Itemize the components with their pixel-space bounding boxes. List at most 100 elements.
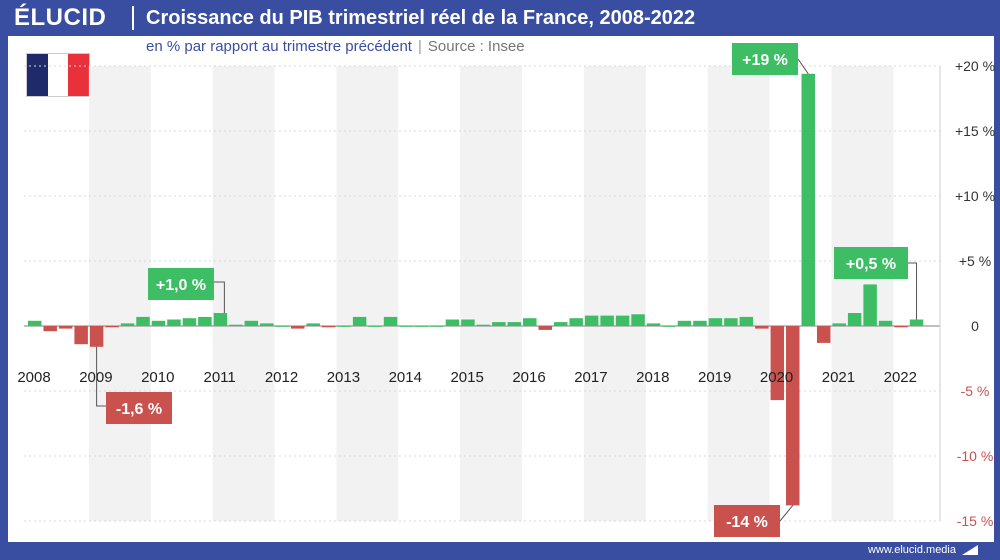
bar xyxy=(708,318,723,326)
bar xyxy=(894,326,908,328)
chart-title: Croissance du PIB trimestriel réel de la… xyxy=(146,7,696,29)
header-separator xyxy=(132,6,134,30)
x-tick-labels: 2008 2009 2010 2011 2012 2013 2014 2015 2016 2017… xyxy=(17,369,917,386)
bar xyxy=(58,326,73,329)
x-tick-label: 2013 xyxy=(327,369,360,386)
annotation-leader xyxy=(797,58,809,75)
annotation-box xyxy=(714,505,780,537)
bar xyxy=(74,326,88,345)
annotation-label: +19 % xyxy=(742,52,788,69)
x-tick-label: 2010 xyxy=(141,369,174,386)
y-tick-label: -5 % xyxy=(961,383,990,399)
bar xyxy=(569,318,583,326)
bar xyxy=(182,318,197,326)
annotation-label: -14 % xyxy=(726,514,768,531)
bar xyxy=(631,314,645,326)
bar xyxy=(260,323,274,326)
elucid-logo: ÉLUCID xyxy=(14,4,107,31)
bar xyxy=(832,323,846,326)
bar xyxy=(662,326,676,327)
annotation-leader xyxy=(96,346,106,407)
x-tick-label: 2016 xyxy=(512,369,545,386)
x-tick-label: 2017 xyxy=(574,369,607,386)
year-band xyxy=(212,66,275,521)
chart-subtitle: en % par rapport au trimestre précédent |… xyxy=(146,38,525,55)
annotation-label: +0,5 % xyxy=(846,256,896,273)
bar xyxy=(151,320,166,326)
year-band xyxy=(583,66,646,521)
bar xyxy=(368,326,382,327)
year-band xyxy=(831,66,894,521)
bar xyxy=(538,326,552,330)
x-tick-label: 2011 xyxy=(204,369,236,386)
y-tick-label: -10 % xyxy=(957,448,994,464)
y-tick-label: +15 % xyxy=(955,123,995,139)
bar xyxy=(816,326,831,343)
bar xyxy=(476,324,491,326)
bar xyxy=(120,323,135,326)
bar xyxy=(430,326,444,327)
bar xyxy=(167,319,181,326)
subtitle-divider: | xyxy=(417,38,422,55)
y-tick-label: +10 % xyxy=(955,188,995,204)
y-tick-label: 0 xyxy=(971,318,979,334)
bar xyxy=(615,315,630,326)
annotations: +1,0 % -1,6 % +19 % -14 % +0,5 % xyxy=(96,43,918,537)
bar xyxy=(600,315,614,326)
bar xyxy=(28,320,42,326)
annotation-box xyxy=(106,392,172,424)
bar xyxy=(786,326,800,506)
bar xyxy=(461,319,475,326)
flag-stripe-white xyxy=(47,54,69,96)
annotation-leader xyxy=(908,262,918,320)
bar xyxy=(847,313,862,326)
bars xyxy=(28,73,924,506)
bar xyxy=(878,320,893,326)
bar xyxy=(863,284,877,326)
bar xyxy=(553,322,568,326)
bar xyxy=(321,326,336,328)
year-band xyxy=(460,66,523,521)
year-band xyxy=(88,66,151,521)
bar xyxy=(492,322,506,326)
x-tick-label: 2012 xyxy=(265,369,298,386)
x-tick-label: 2014 xyxy=(389,369,422,386)
x-tick-label: 2018 xyxy=(636,369,669,386)
x-tick-label: 2009 xyxy=(79,369,112,386)
header-bar: ÉLUCID Croissance du PIB trimestriel rée… xyxy=(0,0,1000,36)
bar xyxy=(244,320,259,326)
bar xyxy=(198,316,212,326)
bar xyxy=(105,326,119,328)
annotation-box xyxy=(732,43,798,75)
bar xyxy=(275,326,289,327)
bar xyxy=(414,326,429,327)
x-tick-label: 2022 xyxy=(884,369,917,386)
bar xyxy=(770,326,785,401)
bar xyxy=(584,315,599,326)
subtitle-unit: en % par rapport au trimestre précédent xyxy=(146,38,412,55)
bar xyxy=(507,322,522,326)
x-tick-label: 2021 xyxy=(822,369,855,386)
annotation-label: -1,6 % xyxy=(116,401,162,418)
bar xyxy=(724,318,738,326)
bar xyxy=(693,320,707,326)
bar xyxy=(739,316,754,326)
flag-stripe-blue xyxy=(27,54,48,96)
x-tick-label: 2015 xyxy=(450,369,483,386)
bar xyxy=(801,73,815,326)
x-tick-label: 2020 xyxy=(760,369,793,386)
subtitle-source: Source : Insee xyxy=(427,38,525,55)
bar xyxy=(399,326,413,327)
bar xyxy=(677,320,692,326)
annotation-label: +1,0 % xyxy=(156,277,206,294)
bar xyxy=(445,319,460,326)
year-band xyxy=(336,66,399,521)
annotation-box xyxy=(148,268,214,300)
y-tick-labels: +20 % +15 % +10 % +5 % 0 -5 % -10 % -15 % xyxy=(955,58,995,529)
bar xyxy=(909,319,924,326)
bar xyxy=(43,326,57,332)
year-bands xyxy=(88,66,894,521)
annotation-leader xyxy=(779,505,794,522)
bar xyxy=(290,326,305,329)
